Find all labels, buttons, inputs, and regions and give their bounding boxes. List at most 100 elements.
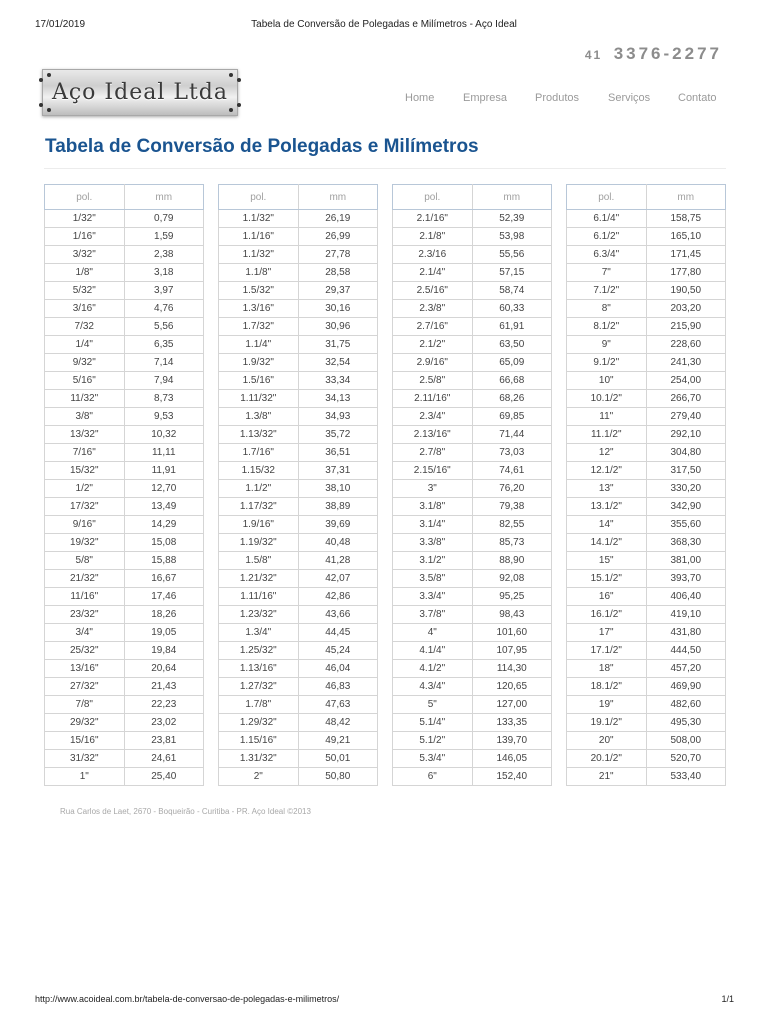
- table-row: 10.1/2" 266,70: [566, 389, 726, 408]
- mm-value: 228,60: [645, 335, 726, 354]
- column-header-pol: pol.: [44, 184, 125, 210]
- inch-value: 2.11/16": [392, 389, 473, 408]
- table-row: 6.1/2" 165,10: [566, 227, 726, 246]
- table-header-row: pol. mm: [44, 184, 205, 210]
- mm-value: 304,80: [645, 443, 726, 462]
- inch-value: 1.7/8": [218, 695, 299, 714]
- mm-value: 152,40: [471, 767, 553, 786]
- table-row: 4.1/2" 114,30: [392, 659, 553, 678]
- conversion-table-4: pol. mm 6.1/4" 158,75 6.1/2" 165,10 6.3/4" 171,…: [566, 184, 726, 786]
- mm-value: 203,20: [645, 299, 726, 318]
- mm-value: 133,35: [471, 713, 553, 732]
- inch-value: 1.29/32": [218, 713, 299, 732]
- logo-text: Aço Ideal Ltda: [51, 80, 229, 105]
- nav-servicos[interactable]: Serviços: [608, 92, 651, 104]
- inch-value: 1.1/16": [218, 227, 299, 246]
- inch-value: 17.1/2": [566, 641, 647, 660]
- inch-value: 8": [566, 299, 647, 318]
- nav-produtos[interactable]: Produtos: [535, 92, 580, 104]
- table-row: 2.1/8" 53,98: [392, 227, 553, 246]
- inch-value: 1.19/32": [218, 533, 299, 552]
- mm-value: 46,04: [297, 659, 379, 678]
- inch-value: 3": [392, 479, 473, 498]
- mm-value: 17,46: [123, 587, 205, 606]
- table-row: 14" 355,60: [566, 515, 726, 534]
- inch-value: 1.11/16": [218, 587, 299, 606]
- table-row: 5/32" 3,97: [44, 281, 205, 300]
- inch-value: 12.1/2": [566, 461, 647, 480]
- mm-value: 7,14: [123, 353, 205, 372]
- mm-value: 5,56: [123, 317, 205, 336]
- mm-value: 7,94: [123, 371, 205, 390]
- phone-number: 41 3376-2277: [585, 44, 722, 64]
- table-row: 1.1/32" 27,78: [218, 245, 379, 264]
- mm-value: 171,45: [645, 245, 726, 264]
- mm-value: 146,05: [471, 749, 553, 768]
- inch-value: 2.3/8": [392, 299, 473, 318]
- conversion-table-3: pol. mm 2.1/16" 52,39 2.1/8" 53,98 2.3/16 55,56…: [392, 184, 553, 786]
- print-title: Tabela de Conversão de Polegadas e Milím…: [251, 19, 517, 30]
- inch-value: 1.1/2": [218, 479, 299, 498]
- table-row: 13/32" 10,32: [44, 425, 205, 444]
- table-row: 5.3/4" 146,05: [392, 749, 553, 768]
- inch-value: 1.11/32": [218, 389, 299, 408]
- mm-value: 55,56: [471, 245, 553, 264]
- bolt-icon: [237, 78, 241, 82]
- inch-value: 1.23/32": [218, 605, 299, 624]
- inch-value: 1.15/16": [218, 731, 299, 750]
- inch-value: 1.1/32": [218, 209, 299, 228]
- mm-value: 139,70: [471, 731, 553, 750]
- inch-value: 1/32": [44, 209, 125, 228]
- mm-value: 28,58: [297, 263, 379, 282]
- mm-value: 85,73: [471, 533, 553, 552]
- table-row: 1.1/16" 26,99: [218, 227, 379, 246]
- table-row: 1.31/32" 50,01: [218, 749, 379, 768]
- mm-value: 20,64: [123, 659, 205, 678]
- table-row: 1.15/16" 49,21: [218, 731, 379, 750]
- mm-value: 26,19: [297, 209, 379, 228]
- table-header-row: pol. mm: [392, 184, 553, 210]
- inch-value: 2.9/16": [392, 353, 473, 372]
- phone-area-code: 41: [584, 48, 603, 62]
- nav-empresa[interactable]: Empresa: [463, 92, 508, 104]
- inch-value: 11": [566, 407, 647, 426]
- site-logo[interactable]: Aço Ideal Ltda: [39, 69, 241, 116]
- inch-value: 4": [392, 623, 473, 642]
- inch-value: 20.1/2": [566, 749, 647, 768]
- inch-value: 1.3/16": [218, 299, 299, 318]
- table-row: 1.11/16" 42,86: [218, 587, 379, 606]
- mm-value: 431,80: [645, 623, 726, 642]
- mm-value: 49,21: [297, 731, 379, 750]
- table-row: 1.17/32" 38,89: [218, 497, 379, 516]
- mm-value: 158,75: [645, 209, 726, 228]
- column-header-mm: mm: [297, 184, 379, 210]
- table-row: 2.13/16" 71,44: [392, 425, 553, 444]
- mm-value: 44,45: [297, 623, 379, 642]
- table-row: 2.5/8" 66,68: [392, 371, 553, 390]
- inch-value: 3.1/2": [392, 551, 473, 570]
- table-row: 1.15/32 37,31: [218, 461, 379, 480]
- mm-value: 50,80: [297, 767, 379, 786]
- mm-value: 98,43: [471, 605, 553, 624]
- inch-value: 2.7/8": [392, 443, 473, 462]
- mm-value: 165,10: [645, 227, 726, 246]
- mm-value: 74,61: [471, 461, 553, 480]
- table-row: 1.9/16" 39,69: [218, 515, 379, 534]
- mm-value: 215,90: [645, 317, 726, 336]
- mm-value: 65,09: [471, 353, 553, 372]
- print-header: 17/01/2019 Tabela de Conversão de Polega…: [0, 19, 768, 33]
- nav-contato[interactable]: Contato: [678, 92, 717, 104]
- inch-value: 1.1/8": [218, 263, 299, 282]
- inch-value: 20": [566, 731, 647, 750]
- table-row: 5/16" 7,94: [44, 371, 205, 390]
- inch-value: 12": [566, 443, 647, 462]
- inch-value: 17/32": [44, 497, 125, 516]
- table-row: 1.1/2" 38,10: [218, 479, 379, 498]
- nav-home[interactable]: Home: [405, 92, 435, 104]
- table-row: 3/32" 2,38: [44, 245, 205, 264]
- mm-value: 120,65: [471, 677, 553, 696]
- print-page-number: 1/1: [721, 994, 734, 1004]
- mm-value: 355,60: [645, 515, 726, 534]
- inch-value: 29/32": [44, 713, 125, 732]
- table-row: 27/32" 21,43: [44, 677, 205, 696]
